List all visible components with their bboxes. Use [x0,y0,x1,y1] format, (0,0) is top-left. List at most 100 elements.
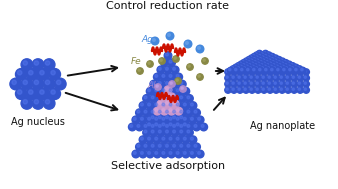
Circle shape [40,70,44,75]
Circle shape [298,76,300,78]
Circle shape [171,66,179,74]
Circle shape [157,123,165,131]
Circle shape [280,88,283,90]
Circle shape [141,103,143,106]
Circle shape [297,69,304,75]
Circle shape [156,85,158,87]
Circle shape [34,100,39,104]
Circle shape [262,56,264,59]
Circle shape [273,75,279,81]
Circle shape [166,116,168,119]
Circle shape [169,123,172,126]
Circle shape [162,117,165,120]
Circle shape [231,75,237,81]
Circle shape [173,67,175,70]
Circle shape [280,59,283,62]
Text: Selective adsorption: Selective adsorption [111,161,225,171]
Circle shape [166,110,168,113]
Circle shape [244,61,250,67]
Circle shape [194,125,197,127]
Circle shape [254,63,260,69]
Circle shape [27,88,38,99]
Circle shape [166,87,168,90]
Circle shape [246,68,249,71]
Circle shape [169,94,172,97]
Circle shape [262,88,264,90]
Circle shape [193,143,200,151]
Circle shape [157,66,165,74]
Circle shape [137,144,140,147]
Circle shape [161,59,168,67]
Circle shape [158,125,161,127]
Circle shape [294,65,296,68]
Circle shape [182,88,190,95]
Text: Al: Al [147,81,156,90]
Circle shape [291,67,294,69]
Circle shape [162,94,165,97]
Circle shape [279,75,285,81]
Circle shape [10,78,22,90]
Circle shape [151,96,154,99]
Circle shape [234,65,236,68]
Circle shape [232,88,234,90]
Circle shape [146,136,154,143]
Circle shape [257,64,263,71]
Circle shape [176,152,179,154]
Circle shape [194,144,197,147]
Circle shape [255,87,261,93]
Circle shape [271,68,273,71]
Circle shape [34,61,39,65]
Circle shape [259,63,266,69]
Circle shape [232,70,234,72]
Circle shape [143,143,150,151]
Circle shape [166,67,168,70]
Circle shape [182,150,190,158]
Circle shape [178,95,186,102]
Circle shape [256,50,263,57]
Circle shape [255,64,257,66]
Circle shape [267,87,273,93]
Circle shape [175,116,183,124]
Circle shape [259,68,261,71]
Circle shape [32,78,44,90]
Circle shape [139,136,147,143]
Circle shape [166,53,168,56]
Circle shape [256,61,262,67]
Circle shape [169,152,172,154]
Circle shape [164,66,172,74]
Circle shape [248,66,255,72]
Circle shape [169,74,172,77]
Circle shape [232,82,234,84]
Circle shape [189,136,197,143]
Circle shape [155,103,158,106]
Circle shape [276,60,283,66]
Circle shape [239,67,246,74]
Circle shape [144,96,147,99]
Circle shape [285,81,291,87]
Circle shape [273,87,279,93]
Circle shape [43,59,55,70]
Circle shape [141,152,143,154]
Circle shape [153,88,161,95]
Circle shape [250,59,253,62]
Circle shape [225,75,231,81]
Circle shape [166,125,168,127]
Circle shape [297,75,304,81]
Circle shape [32,98,44,109]
Circle shape [264,57,270,63]
Circle shape [196,45,204,53]
Circle shape [243,58,249,64]
Circle shape [173,144,175,147]
Circle shape [200,123,208,131]
Circle shape [139,102,147,109]
Circle shape [297,67,300,69]
Circle shape [271,63,278,69]
Circle shape [238,82,240,84]
Circle shape [276,57,282,63]
Circle shape [178,80,186,88]
Circle shape [277,58,280,60]
Circle shape [152,39,155,41]
Circle shape [244,70,246,72]
Circle shape [51,90,55,94]
Circle shape [183,137,186,140]
